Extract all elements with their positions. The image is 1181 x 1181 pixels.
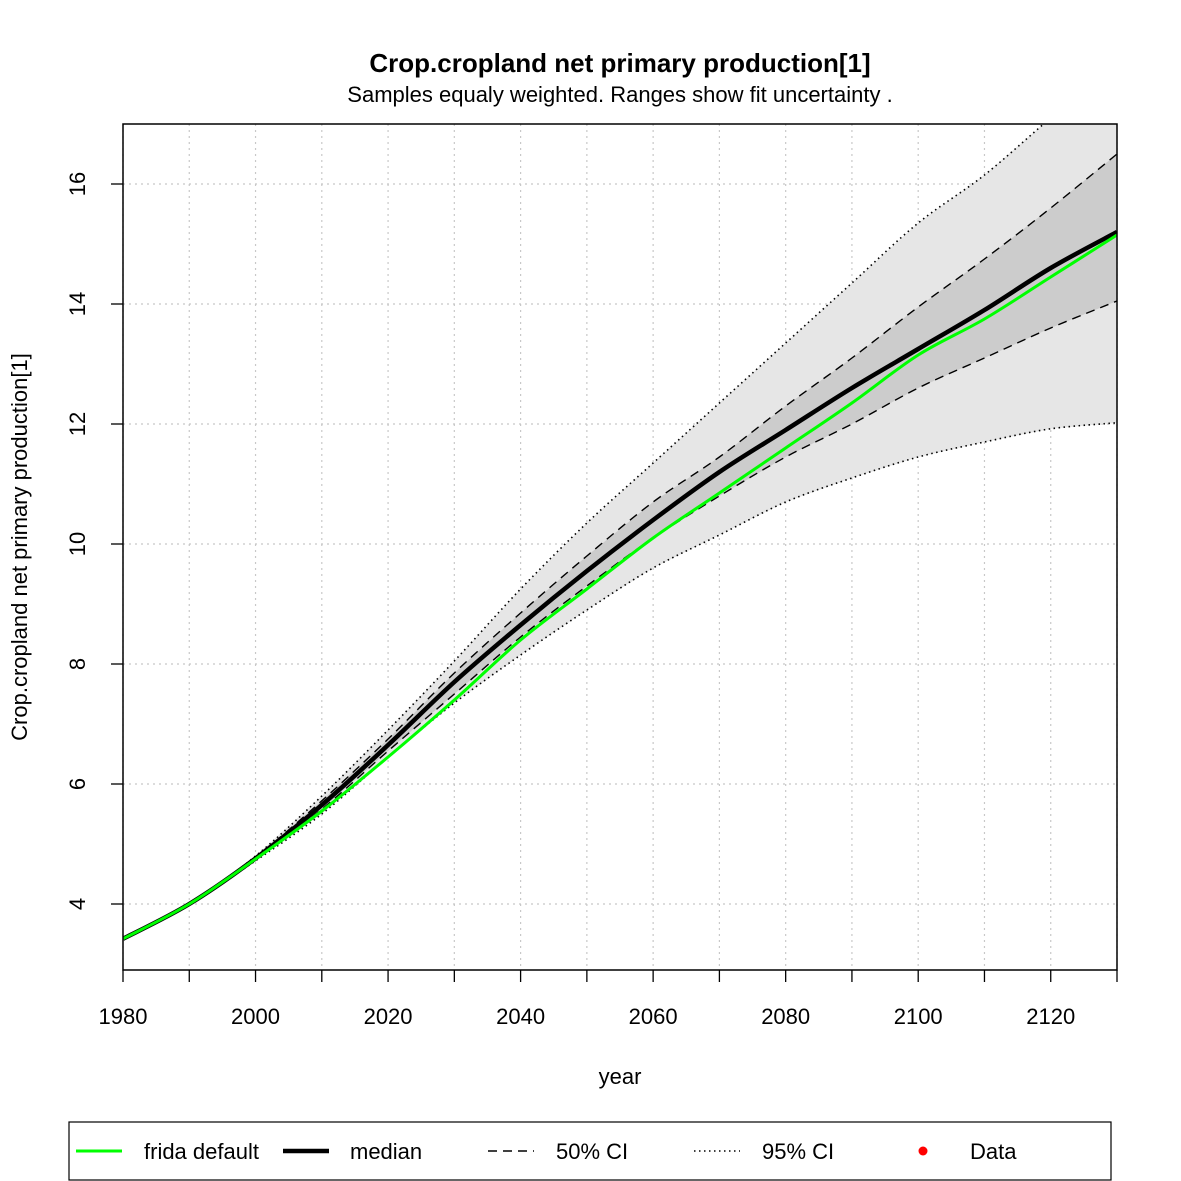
x-tick-label: 1980 <box>99 1004 148 1029</box>
legend: frida default median 50% CI 95% CI Data <box>68 1121 1112 1181</box>
y-tick-label: 6 <box>65 778 90 790</box>
legend-label: 95% CI <box>762 1139 834 1164</box>
y-tick-label: 10 <box>65 532 90 556</box>
series-line-95-ci-lower <box>123 422 1117 940</box>
legend-label: 50% CI <box>556 1139 628 1164</box>
series-line-50-ci-upper <box>123 153 1117 940</box>
series-lines <box>123 124 1117 941</box>
legend-label: Data <box>970 1139 1017 1164</box>
x-tick-label: 2080 <box>761 1004 810 1029</box>
band-95-ci <box>123 124 1117 939</box>
y-axis: 4 6 8 10 12 14 16 <box>65 172 123 910</box>
x-axis-label: year <box>599 1064 642 1089</box>
series-line-frida-default <box>123 233 1117 941</box>
x-tick-label: 2040 <box>496 1004 545 1029</box>
x-tick-label: 2060 <box>629 1004 678 1029</box>
y-tick-label: 14 <box>65 292 90 316</box>
plot-frame <box>122 123 1118 971</box>
x-tick-label: 2020 <box>364 1004 413 1029</box>
series-line-95-ci-upper <box>123 124 1045 940</box>
legend-label: median <box>350 1139 422 1164</box>
y-tick-label: 8 <box>65 658 90 670</box>
x-tick-label: 2120 <box>1026 1004 1075 1029</box>
chart-subtitle: Samples equaly weighted. Ranges show fit… <box>347 82 892 107</box>
chart-title: Crop.cropland net primary production[1] <box>369 48 870 78</box>
confidence-bands <box>123 124 1117 939</box>
y-tick-label: 16 <box>65 172 90 196</box>
legend-symbol-data <box>918 1146 928 1156</box>
legend-box <box>68 1121 1112 1181</box>
series-line-median <box>123 230 1117 941</box>
x-axis: 1980 2000 2020 2040 2060 2080 2100 2120 <box>99 970 1118 1029</box>
legend-label: frida default <box>144 1139 259 1164</box>
x-tick-label: 2000 <box>231 1004 280 1029</box>
y-tick-label: 12 <box>65 412 90 436</box>
y-axis-label: Crop.cropland net primary production[1] <box>7 353 32 741</box>
y-tick-label: 4 <box>65 898 90 910</box>
x-tick-label: 2100 <box>894 1004 943 1029</box>
